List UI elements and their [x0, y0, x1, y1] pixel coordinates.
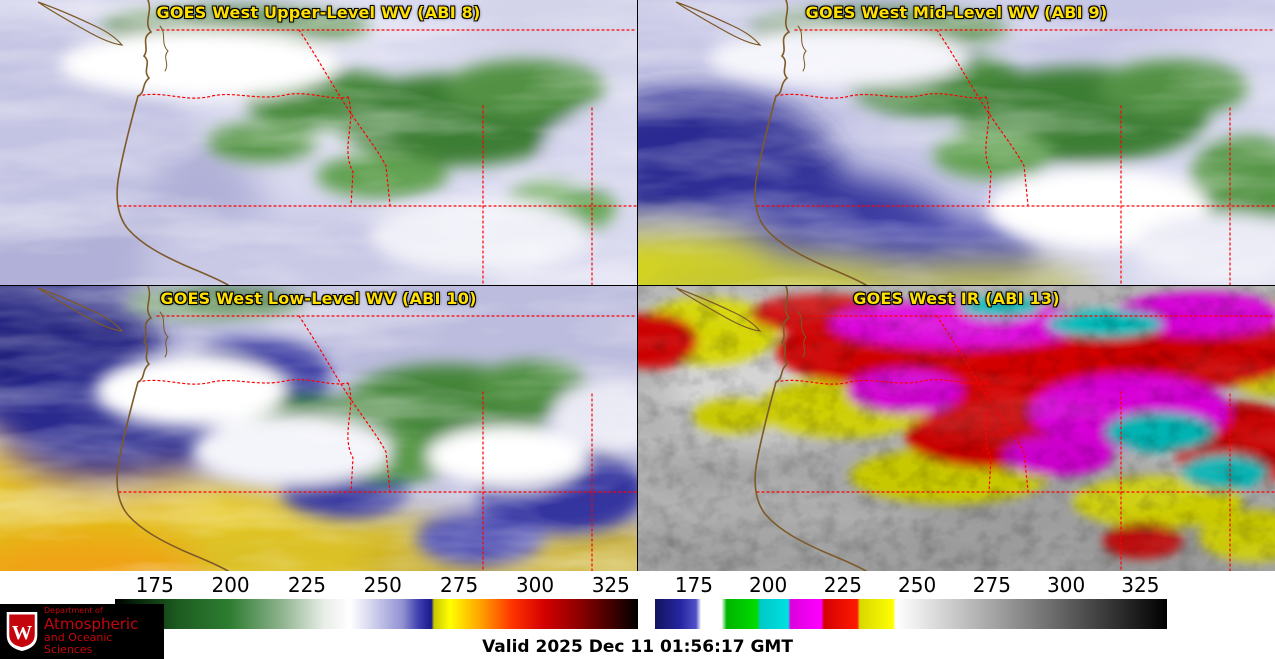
panel-title-abi9: GOES West Mid-Level WV (ABI 9)	[805, 3, 1108, 22]
tick-label: 250	[363, 573, 402, 597]
tick-label: 225	[823, 573, 862, 597]
valid-timestamp: Valid 2025 Dec 11 01:56:17 GMT	[482, 637, 793, 657]
panel-low-level-wv: GOES West Low-Level WV (ABI 10)	[0, 286, 637, 571]
wv-colorbar-ticks: 175 200 225 250 275 300 325	[115, 573, 638, 597]
logo-text: Department of Atmospheric and Oceanic Sc…	[44, 605, 159, 657]
tick-label: 175	[674, 573, 713, 597]
satellite-imagery-abi9	[638, 0, 1275, 285]
crest-letter: W	[12, 622, 33, 644]
panel-title-abi10: GOES West Low-Level WV (ABI 10)	[160, 289, 477, 308]
ir-colorbar-ticks: 175 200 225 250 275 300 325	[655, 573, 1167, 597]
logo-atmospheric-line: Atmospheric	[44, 614, 139, 633]
tick-label: 200	[211, 573, 250, 597]
tick-label: 300	[515, 573, 555, 597]
tick-label: 325	[1121, 573, 1160, 597]
tick-label: 175	[135, 573, 174, 597]
panel-ir: GOES West IR (ABI 13)	[638, 286, 1275, 571]
footer-bar: 175 200 225 250 275 300 325 175 200 225 …	[0, 571, 1275, 659]
satellite-imagery-abi13	[638, 286, 1275, 571]
logo-dept-line: Department of	[44, 605, 103, 615]
uw-aos-logo: W Department of Atmospheric and Oceanic …	[0, 604, 164, 659]
tick-label: 200	[749, 573, 788, 597]
logo-oceanic-line: and Oceanic Sciences	[44, 631, 113, 657]
wv-colorbar	[115, 599, 638, 629]
panel-title-abi13: GOES West IR (ABI 13)	[853, 289, 1060, 308]
tick-label: 300	[1047, 573, 1086, 597]
panel-mid-level-wv: GOES West Mid-Level WV (ABI 9)	[638, 0, 1275, 285]
satellite-imagery-abi8	[0, 0, 637, 285]
uw-crest-icon: W	[6, 611, 38, 652]
ir-colorbar	[655, 599, 1167, 629]
tick-label: 250	[898, 573, 937, 597]
panel-upper-level-wv: GOES West Upper-Level WV (ABI 8)	[0, 0, 637, 285]
tick-label: 275	[440, 573, 479, 597]
tick-label: 325	[591, 573, 630, 597]
panel-title-abi8: GOES West Upper-Level WV (ABI 8)	[156, 3, 481, 22]
tick-label: 275	[972, 573, 1011, 597]
tick-label: 225	[287, 573, 327, 597]
satellite-imagery-abi10	[0, 286, 637, 571]
